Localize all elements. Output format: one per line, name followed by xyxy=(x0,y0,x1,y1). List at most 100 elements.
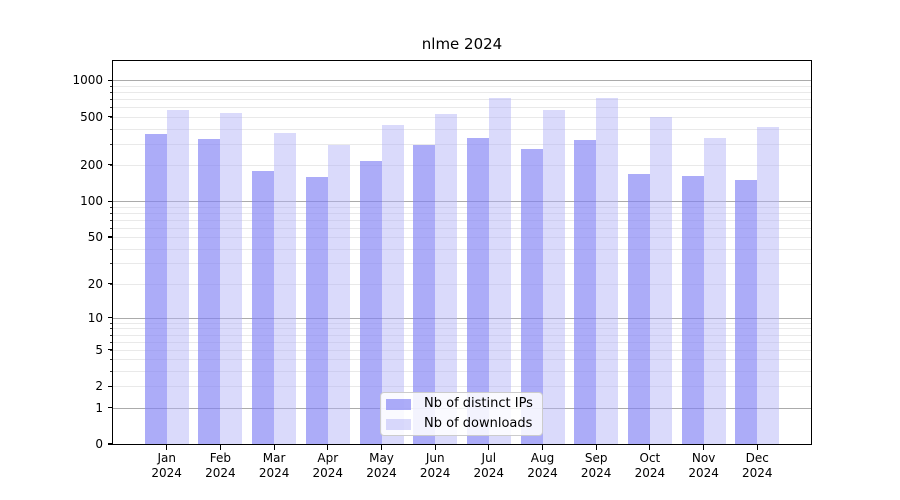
legend-label-distinct-ips: Nb of distinct IPs xyxy=(424,396,533,411)
bar-distinct-ips-may xyxy=(359,161,382,444)
bar-distinct-ips-apr xyxy=(305,176,328,444)
y-tick-10 xyxy=(108,317,113,319)
x-tick-mar xyxy=(273,445,275,450)
bar-distinct-ips-mar xyxy=(252,171,275,444)
x-tick-label-oct: Oct 2024 xyxy=(634,451,666,480)
bar-distinct-ips-sep xyxy=(574,140,597,444)
x-tick-label-mar: Mar 2024 xyxy=(258,451,290,480)
bar-downloads-nov xyxy=(703,137,726,444)
gridline-minor-600 xyxy=(113,107,811,109)
legend-row-distinct-ips: Nb of distinct IPs xyxy=(386,396,534,413)
bar-downloads-apr xyxy=(327,145,350,444)
y-tick-500 xyxy=(108,116,113,118)
y-tick-label-1: 1 xyxy=(95,400,103,415)
x-tick-label-apr: Apr 2024 xyxy=(312,451,344,480)
y-tick-label-10: 10 xyxy=(87,310,103,325)
bar-distinct-ips-jul xyxy=(466,137,489,444)
x-tick-jun xyxy=(434,445,436,450)
legend-swatch-distinct-ips xyxy=(386,398,411,410)
gridline-minor-4 xyxy=(113,359,811,361)
legend-swatch-downloads xyxy=(386,418,411,430)
y-minor-tick-900 xyxy=(110,85,113,87)
gridline-major-1000 xyxy=(113,80,811,82)
bar-downloads-mar xyxy=(274,132,297,444)
gridline-minor-60 xyxy=(113,227,811,229)
gridline-minor-20 xyxy=(113,283,811,285)
y-minor-tick-30 xyxy=(110,263,113,265)
legend-row-downloads: Nb of downloads xyxy=(386,416,534,433)
y-minor-tick-90 xyxy=(110,206,113,208)
y-tick-label-5: 5 xyxy=(95,342,103,357)
x-tick-label-dec: Dec 2024 xyxy=(742,451,773,480)
bar-distinct-ips-nov xyxy=(681,176,704,444)
bar-downloads-aug xyxy=(542,109,565,444)
y-tick-5 xyxy=(108,349,113,351)
y-tick-label-20: 20 xyxy=(87,276,103,291)
x-tick-oct xyxy=(649,445,651,450)
y-tick-0 xyxy=(108,443,113,445)
plot-border xyxy=(112,60,812,445)
y-minor-tick-40 xyxy=(110,248,113,250)
gridline-minor-50 xyxy=(113,237,811,238)
x-tick-label-jan: Jan 2024 xyxy=(151,451,182,480)
gridline-minor-200 xyxy=(113,164,811,166)
y-minor-tick-600 xyxy=(110,107,113,109)
gridline-minor-70 xyxy=(113,219,811,221)
x-tick-label-sep: Sep 2024 xyxy=(580,451,612,480)
y-minor-tick-800 xyxy=(110,92,113,94)
y-tick-1000 xyxy=(108,79,113,81)
gridline-minor-2 xyxy=(113,386,811,388)
y-tick-100 xyxy=(108,200,113,202)
y-tick-1 xyxy=(108,406,113,409)
x-tick-nov xyxy=(703,445,705,450)
y-minor-tick-9 xyxy=(110,322,113,324)
y-tick-label-200: 200 xyxy=(80,157,103,172)
gridline-minor-300 xyxy=(113,143,811,145)
gridline-minor-30 xyxy=(113,263,811,265)
bar-distinct-ips-jan xyxy=(144,134,167,444)
y-tick-label-1000: 1000 xyxy=(72,73,103,88)
bar-distinct-ips-dec xyxy=(735,179,758,444)
y-minor-tick-6 xyxy=(110,341,113,343)
bar-downloads-jun xyxy=(435,114,458,444)
x-tick-aug xyxy=(541,445,544,450)
bar-downloads-feb xyxy=(220,112,243,444)
y-tick-label-100: 100 xyxy=(80,194,103,209)
y-tick-label-500: 500 xyxy=(80,109,103,124)
gridline-minor-500 xyxy=(113,116,811,118)
bar-distinct-ips-jun xyxy=(413,144,436,444)
bar-downloads-jul xyxy=(488,98,511,444)
y-minor-tick-70 xyxy=(110,219,113,221)
gridline-minor-40 xyxy=(113,248,811,250)
y-minor-tick-80 xyxy=(110,212,113,214)
y-tick-20 xyxy=(108,283,113,285)
y-tick-label-50: 50 xyxy=(87,230,103,244)
y-minor-tick-3 xyxy=(110,371,113,372)
x-tick-dec xyxy=(756,445,758,450)
y-tick-label-2: 2 xyxy=(95,379,103,394)
y-minor-tick-300 xyxy=(110,143,113,145)
bar-distinct-ips-aug xyxy=(520,149,543,444)
y-minor-tick-8 xyxy=(110,328,113,330)
bar-downloads-oct xyxy=(649,116,672,444)
gridline-minor-3 xyxy=(113,371,811,372)
bar-distinct-ips-feb xyxy=(198,138,221,444)
legend: Nb of distinct IPs Nb of downloads xyxy=(380,392,543,436)
y-minor-tick-4 xyxy=(110,359,113,361)
legend-label-downloads: Nb of downloads xyxy=(424,416,533,431)
x-tick-jan xyxy=(166,445,168,450)
x-tick-label-aug: Aug 2024 xyxy=(527,451,558,480)
gridline-minor-700 xyxy=(113,99,811,101)
x-tick-jul xyxy=(488,445,490,450)
bar-distinct-ips-oct xyxy=(627,174,650,444)
x-tick-feb xyxy=(219,445,221,450)
chart-title: nlme 2024 xyxy=(421,35,503,53)
gridline-minor-90 xyxy=(113,206,811,208)
gridline-minor-5 xyxy=(113,349,811,351)
y-tick-2 xyxy=(108,385,113,387)
x-tick-label-jul: Jul 2024 xyxy=(473,451,505,480)
y-tick-label-0: 0 xyxy=(95,437,103,451)
bar-downloads-dec xyxy=(757,127,780,444)
x-tick-sep xyxy=(595,445,597,450)
